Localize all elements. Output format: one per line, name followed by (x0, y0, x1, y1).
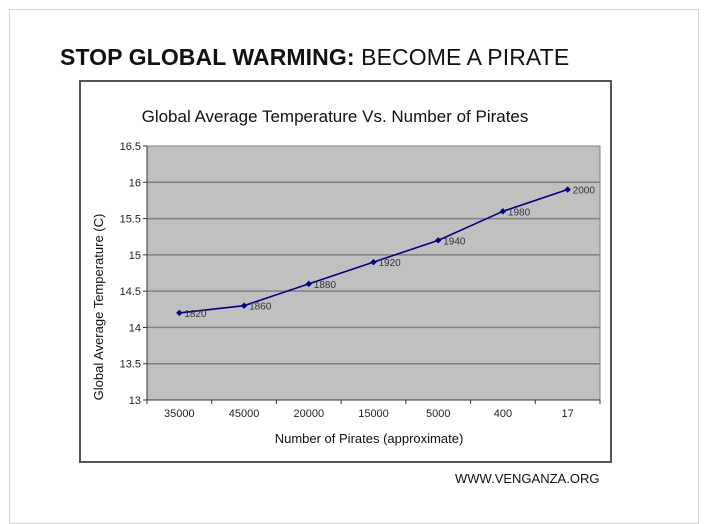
data-point (176, 309, 183, 317)
y-tick-label: 15.5 (120, 214, 141, 226)
x-axis: 35000 45000 20000 15000 5000 400 17 (146, 399, 601, 420)
data-point-label: 1820 (184, 309, 207, 320)
data-point (499, 208, 507, 215)
data-point (435, 237, 442, 244)
y-tick-label: 13.5 (120, 359, 141, 371)
headline: STOP GLOBAL WARMING: BECOME A PIRATE (60, 44, 640, 71)
data-point-label: 2000 (573, 186, 596, 197)
y-axis: 13 13.5 14 14.5 15 15.5 16 16.5 (120, 141, 148, 407)
x-tick-label: 45000 (229, 408, 260, 420)
y-tick-label: 14.5 (120, 286, 141, 298)
x-axis-label: Number of Pirates (approximate) (275, 431, 464, 446)
x-tick-label: 35000 (164, 408, 195, 420)
y-tick-label: 16 (129, 177, 141, 189)
data-point-label: 1880 (314, 280, 337, 291)
data-point-label: 1940 (443, 236, 466, 247)
headline-regular: BECOME A PIRATE (361, 44, 570, 70)
y-tick-label: 15 (129, 250, 141, 262)
data-point (305, 280, 312, 288)
x-tick-label: 15000 (358, 408, 389, 420)
x-tick-label: 400 (494, 408, 512, 420)
y-tick-label: 13 (129, 395, 141, 407)
chart-title: Global Average Temperature Vs. Number of… (142, 107, 529, 126)
series-temperature: 1820 1860 1880 1920 1940 1980 2000 (176, 186, 595, 320)
y-tick-label: 16.5 (120, 141, 141, 153)
data-point (240, 302, 248, 309)
x-tick-label: 5000 (426, 408, 450, 420)
gridlines (147, 181, 600, 365)
data-point-label: 1860 (249, 302, 272, 313)
x-tick-label: 20000 (293, 408, 324, 420)
y-axis-label: Global Average Temperature (C) (91, 214, 106, 401)
y-tick-label: 14 (129, 322, 141, 334)
chart-container: Global Average Temperature Vs. Number of… (79, 80, 612, 463)
x-tick-label: 17 (562, 408, 574, 420)
data-point-label: 1980 (508, 207, 531, 218)
line-chart: Global Average Temperature Vs. Number of… (91, 107, 601, 446)
headline-bold: STOP GLOBAL WARMING: (60, 44, 355, 70)
data-point-label: 1920 (379, 258, 402, 269)
plot-area (146, 145, 601, 401)
website-footer: WWW.VENGANZA.ORG (455, 471, 600, 486)
